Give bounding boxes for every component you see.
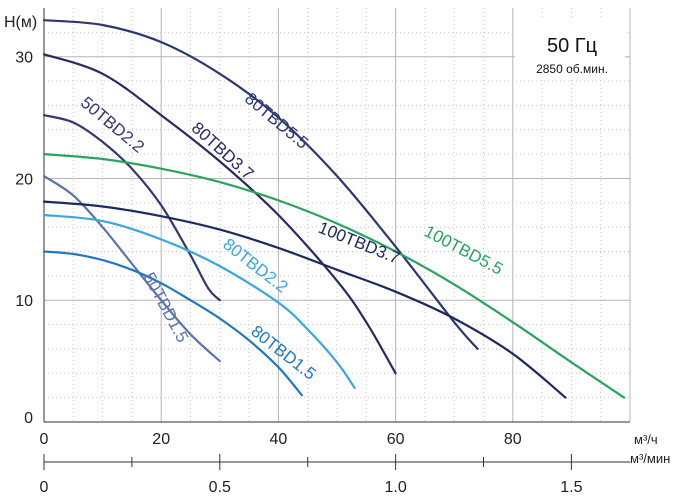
x2-axis-unit-label: м³/мин <box>630 451 670 466</box>
x2-tick-label: 1.0 <box>384 479 406 496</box>
curves <box>42 19 626 399</box>
y-tick-label: 10 <box>15 293 33 310</box>
axes: 0 10 20 30 0 20 40 60 80 0 0.5 1.0 1.5 <box>15 8 630 496</box>
y-axis-label: H(м) <box>4 14 37 31</box>
curve-label-100tbd5-5: 100TBD5.5 <box>421 222 506 279</box>
frequency-label: 50 Гц <box>547 35 597 57</box>
x-tick-label: 20 <box>152 431 170 448</box>
curve-label-50tbd2-2: 50TBD2.2 <box>77 93 148 157</box>
x-tick-label: 60 <box>387 431 405 448</box>
curve-100tbd5-5 <box>42 153 626 399</box>
curve-80tbd2-2 <box>42 213 356 389</box>
curve-label-50tbd1-5: 50TBD1.5 <box>139 269 192 346</box>
y-tick-label: 30 <box>15 50 33 67</box>
curve-label-80tbd5-5: 80TBD5.5 <box>241 89 312 153</box>
curve-100tbd3-7 <box>42 200 567 399</box>
curve-80tbd5-5 <box>42 19 479 350</box>
curve-80tbd1-5 <box>42 250 303 397</box>
curve-80tbd3-7 <box>42 53 397 375</box>
info-box <box>515 20 625 78</box>
x2-tick-label: 0 <box>40 479 49 496</box>
speed-label: 2850 об.мин. <box>536 62 608 76</box>
x-tick-label: 0 <box>40 431 49 448</box>
curve-label-100tbd3-7: 100TBD3.7 <box>316 218 403 268</box>
y-tick-label: 20 <box>15 171 33 188</box>
x-tick-label: 40 <box>270 431 288 448</box>
x-tick-label: 80 <box>504 431 522 448</box>
curve-labels: 50TBD1.550TBD2.280TBD1.580TBD2.280TBD3.7… <box>77 89 506 384</box>
x2-tick-label: 0.5 <box>209 479 231 496</box>
curve-50tbd2-2 <box>42 114 221 302</box>
x-axis-unit-label: м³/ч <box>634 432 658 447</box>
curve-label-80tbd3-7: 80TBD3.7 <box>188 118 258 183</box>
grid <box>44 8 631 422</box>
x2-tick-label: 1.5 <box>560 479 582 496</box>
y-tick-label: 0 <box>24 410 33 427</box>
curve-50tbd1-5 <box>42 174 221 363</box>
